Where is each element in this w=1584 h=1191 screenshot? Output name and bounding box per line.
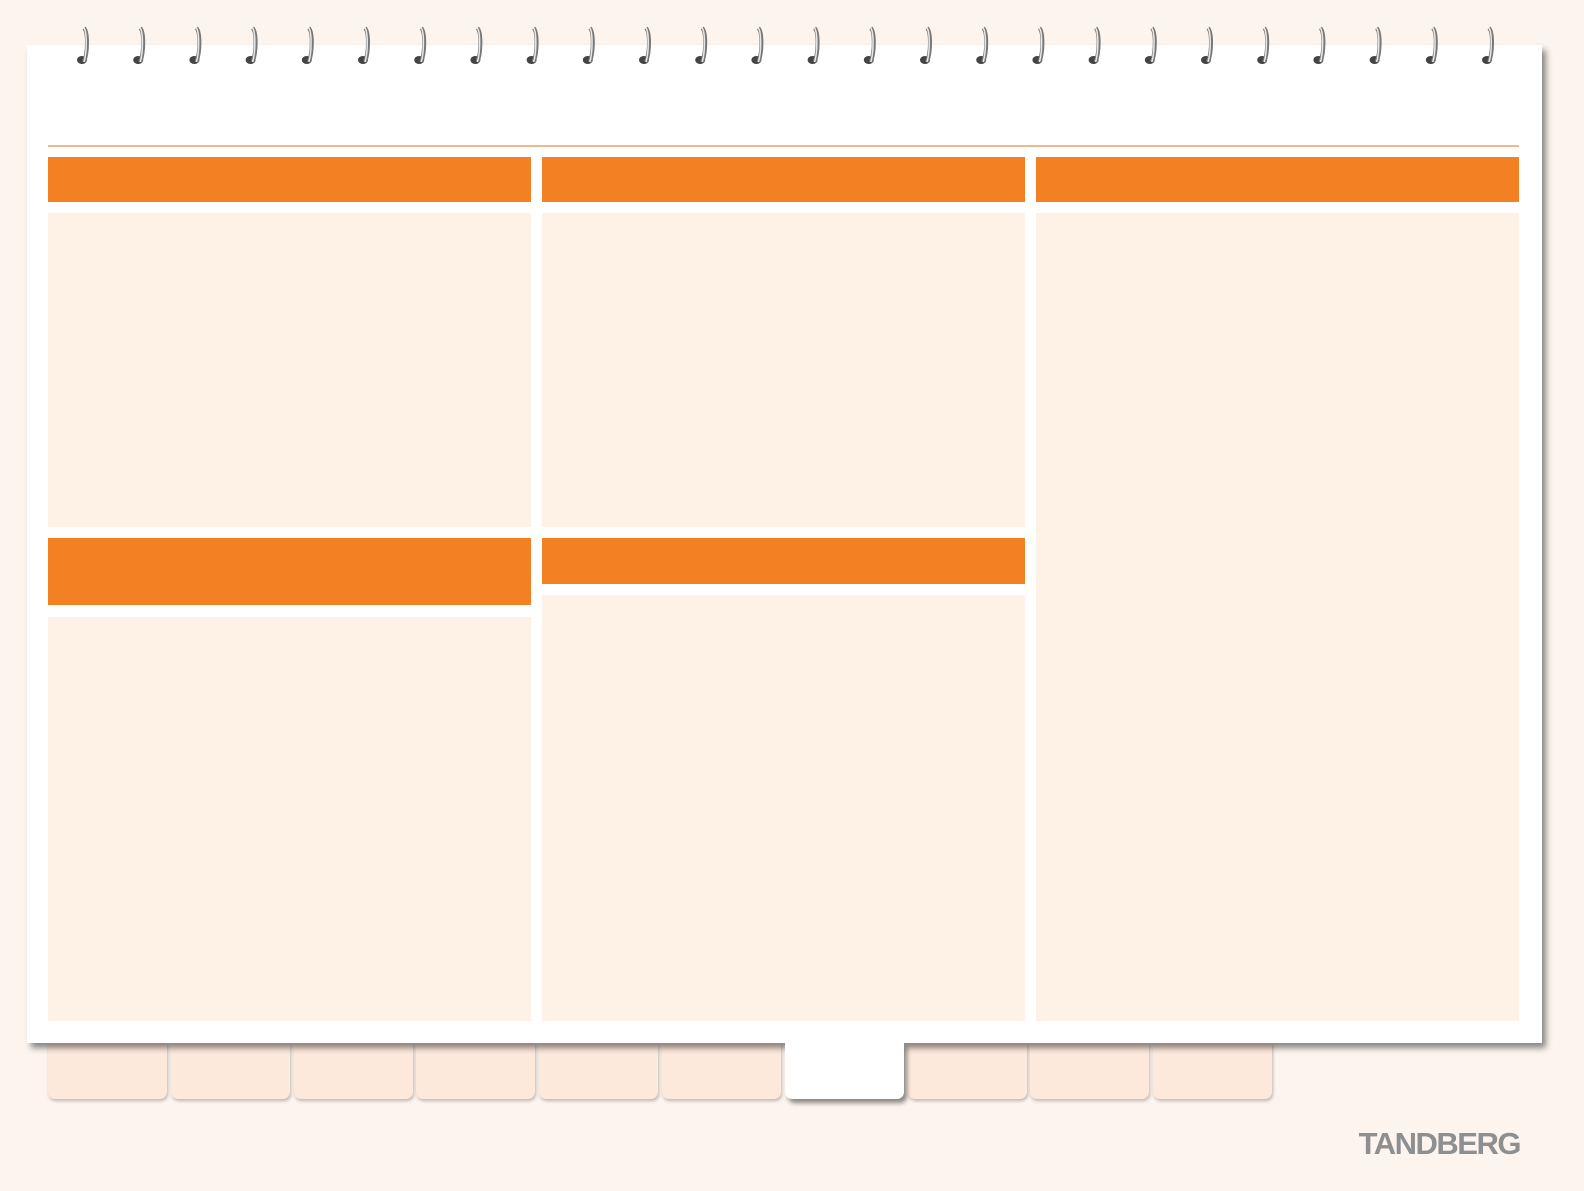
ring xyxy=(77,26,89,64)
panel-header xyxy=(48,157,531,202)
tab[interactable] xyxy=(784,1043,904,1099)
brand-logo: TANDBERG xyxy=(1358,1126,1522,1161)
tab[interactable] xyxy=(170,1043,290,1099)
tab[interactable] xyxy=(1153,1043,1273,1099)
ring xyxy=(245,26,258,64)
ring xyxy=(1257,26,1270,64)
ring xyxy=(526,26,539,64)
ring xyxy=(133,26,146,64)
ring xyxy=(1201,26,1213,64)
ring xyxy=(1088,26,1101,64)
tab[interactable] xyxy=(662,1043,781,1099)
ring xyxy=(1032,26,1045,64)
panel-header xyxy=(1036,157,1519,202)
ring xyxy=(414,26,427,64)
tab[interactable] xyxy=(48,1043,167,1099)
ring xyxy=(470,26,483,64)
panel xyxy=(1036,213,1519,1021)
ring xyxy=(1425,26,1438,64)
ring xyxy=(695,26,708,64)
ring xyxy=(976,26,989,64)
tab[interactable] xyxy=(416,1043,536,1099)
panel-header xyxy=(48,538,531,605)
ring xyxy=(189,26,202,64)
tab[interactable] xyxy=(539,1043,659,1099)
ring xyxy=(582,26,595,64)
panel xyxy=(48,617,531,1021)
ring xyxy=(1369,26,1382,64)
panel-header xyxy=(542,157,1025,202)
tab[interactable] xyxy=(907,1043,1027,1099)
ring xyxy=(358,26,370,64)
tab[interactable] xyxy=(293,1043,413,1099)
ring xyxy=(920,26,932,64)
ring xyxy=(807,26,820,64)
spiral-binding xyxy=(77,26,1494,64)
ring xyxy=(639,26,651,64)
divider xyxy=(48,145,1519,147)
ring xyxy=(863,26,876,64)
panel xyxy=(542,213,1025,527)
panel xyxy=(48,213,531,527)
ring xyxy=(301,26,314,64)
ring xyxy=(1313,26,1326,64)
ring xyxy=(1482,26,1494,64)
ring xyxy=(751,26,764,64)
tab[interactable] xyxy=(1030,1043,1150,1099)
panel xyxy=(542,595,1025,1021)
ring xyxy=(1144,26,1157,64)
panel-header xyxy=(542,538,1025,584)
